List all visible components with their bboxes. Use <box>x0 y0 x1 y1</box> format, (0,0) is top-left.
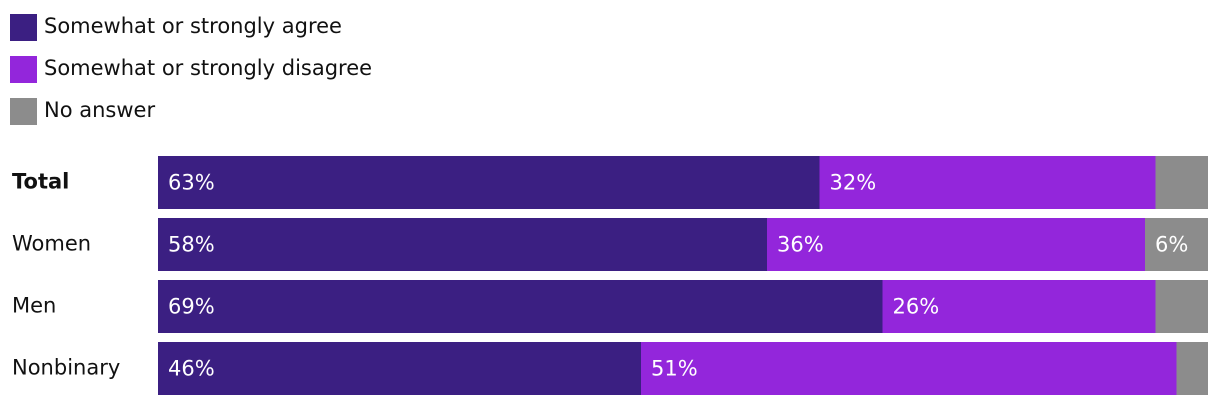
value-label: 51% <box>651 357 698 381</box>
bar-segment <box>158 218 767 271</box>
value-label: 32% <box>830 171 877 195</box>
value-label: 63% <box>168 171 215 195</box>
legend-label: Somewhat or strongly agree <box>44 14 342 38</box>
category-label: Nonbinary <box>12 356 120 380</box>
bar-segment <box>158 156 820 209</box>
bar-segment <box>158 280 883 333</box>
value-label: 6% <box>1155 233 1188 257</box>
value-label: 69% <box>168 295 215 319</box>
value-label: 58% <box>168 233 215 257</box>
category-label: Women <box>12 232 91 256</box>
category-label: Men <box>12 294 56 318</box>
value-label: 46% <box>168 357 215 381</box>
bar-segment <box>882 280 1156 333</box>
legend-swatch <box>10 56 37 83</box>
bar-segment <box>1176 342 1208 395</box>
category-label: Total <box>12 170 69 194</box>
legend-swatch <box>10 98 37 125</box>
bar-segment <box>1155 156 1208 209</box>
value-label: 26% <box>893 295 940 319</box>
bar-segment <box>1155 280 1208 333</box>
bar-segment <box>158 342 641 395</box>
legend-label: Somewhat or strongly disagree <box>44 56 372 80</box>
bar-segment <box>819 156 1156 209</box>
bar-segment <box>1145 218 1208 271</box>
legend-swatch <box>10 14 37 41</box>
value-label: 36% <box>777 233 824 257</box>
bar-segment <box>641 342 1177 395</box>
legend-label: No answer <box>44 98 155 122</box>
bar-segment <box>767 218 1145 271</box>
